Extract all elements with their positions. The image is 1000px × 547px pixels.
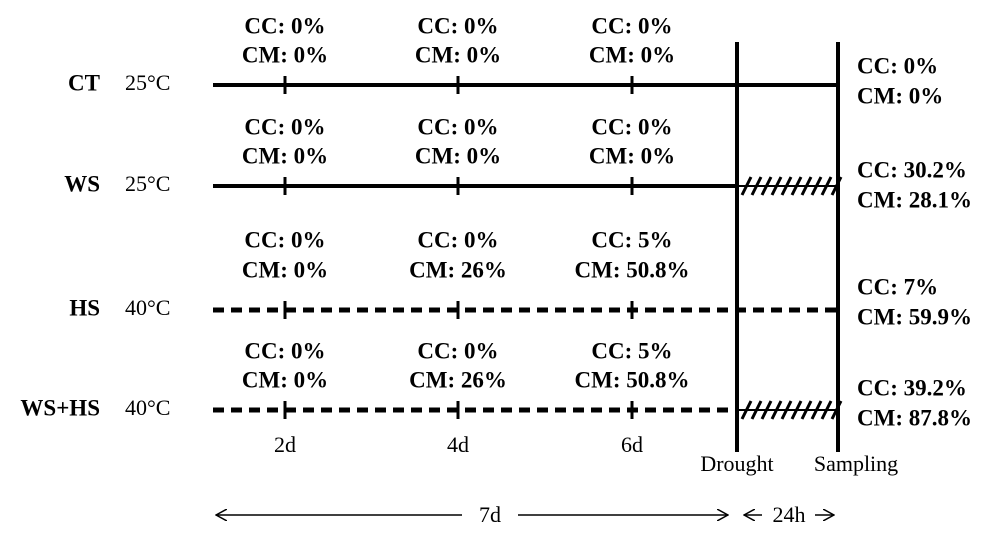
cm-label: CM: 0% [242,42,328,67]
cm-label: CM: 0% [589,143,675,168]
timepoint-label: 4d [447,432,469,457]
temperature: 25°C [125,171,170,196]
cc-label: CC: 5% [591,338,672,363]
row-label: CT [68,70,100,95]
hatch [810,400,823,420]
cc-label: CC: 0% [244,13,325,38]
hatch [770,400,783,420]
hatch [760,400,773,420]
hatch [790,400,803,420]
event-label: Sampling [814,451,898,476]
temperature: 40°C [125,295,170,320]
hatch [780,176,793,196]
hatch [740,176,753,196]
cm-label: CM: 0% [242,257,328,282]
hatch [820,176,833,196]
cc-label: CC: 0% [591,114,672,139]
final-cc: CC: 39.2% [857,375,967,400]
hatch [820,400,833,420]
hatch [800,400,813,420]
cc-label: CC: 0% [244,114,325,139]
hatch [800,176,813,196]
cm-label: CM: 50.8% [575,367,690,392]
cc-label: CC: 0% [417,114,498,139]
row-label: HS [69,295,100,320]
hatch [790,176,803,196]
cc-label: CC: 0% [417,13,498,38]
final-cm: CM: 0% [857,83,943,108]
final-cc: CC: 30.2% [857,157,967,182]
row-label: WS+HS [20,395,100,420]
cc-label: CC: 5% [591,227,672,252]
duration-label: 7d [479,502,501,527]
hatch [780,400,793,420]
cm-label: CM: 0% [242,367,328,392]
cc-label: CC: 0% [417,227,498,252]
cm-label: CM: 26% [409,367,507,392]
event-label: Drought [700,451,773,476]
final-cc: CC: 0% [857,53,938,78]
hatch [770,176,783,196]
hatch [830,176,843,196]
cc-label: CC: 0% [417,338,498,363]
hatch [750,176,763,196]
hatch [740,400,753,420]
cm-label: CM: 0% [415,42,501,67]
final-cm: CM: 87.8% [857,405,972,430]
cm-label: CM: 0% [589,42,675,67]
hatch [760,176,773,196]
temperature: 25°C [125,70,170,95]
timepoint-label: 2d [274,432,296,457]
final-cm: CM: 59.9% [857,304,972,329]
hatch [810,176,823,196]
cm-label: CM: 0% [415,143,501,168]
cc-label: CC: 0% [244,338,325,363]
hatch [750,400,763,420]
final-cc: CC: 7% [857,274,938,299]
final-cm: CM: 28.1% [857,187,972,212]
row-label: WS [64,171,100,196]
hatch [830,400,843,420]
temperature: 40°C [125,395,170,420]
timepoint-label: 6d [621,432,643,457]
duration-label: 24h [773,502,806,527]
cm-label: CM: 26% [409,257,507,282]
cm-label: CM: 50.8% [575,257,690,282]
cc-label: CC: 0% [591,13,672,38]
cc-label: CC: 0% [244,227,325,252]
cm-label: CM: 0% [242,143,328,168]
